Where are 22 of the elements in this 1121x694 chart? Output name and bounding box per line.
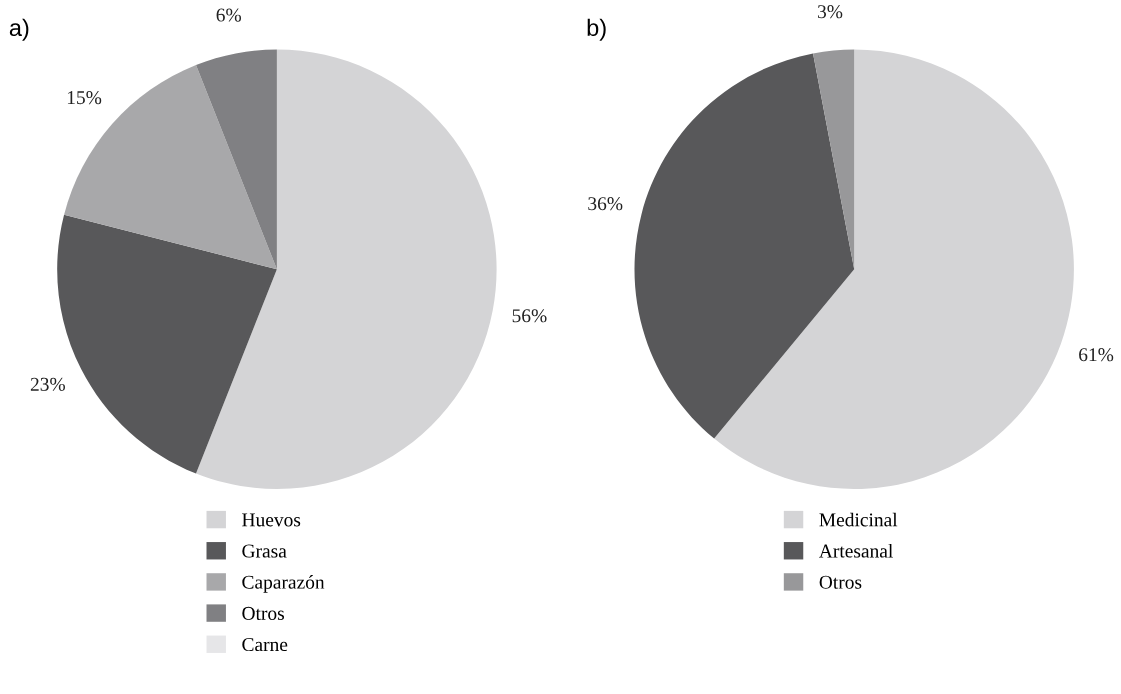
- text: b): [587, 18, 606, 41]
- data-label: 61%: [1079, 348, 1114, 362]
- legend-label: Otros: [242, 606, 285, 620]
- data-label: 15%: [67, 91, 102, 105]
- legend-label: Otros: [819, 575, 862, 589]
- legend-label: Artesanal: [819, 543, 893, 558]
- legend-label: Medicinal: [819, 512, 898, 527]
- chart-title: a): [9, 18, 29, 41]
- data-label: 6%: [216, 8, 242, 22]
- data-label: 56%: [512, 309, 547, 323]
- data-label: 36%: [588, 197, 623, 211]
- pie-slice: [64, 64, 277, 270]
- legend-label: Caparazón: [242, 575, 325, 593]
- legend-label: Carne: [242, 638, 288, 652]
- pie-slice: [196, 49, 497, 489]
- legend-label: Grasa: [242, 544, 287, 558]
- data-label: 3%: [817, 5, 843, 19]
- legend-label: Huevos: [242, 513, 301, 527]
- pie-slice: [196, 49, 277, 270]
- pie-slice: [634, 53, 855, 439]
- data-label: 23%: [30, 377, 65, 391]
- pie-slice: [714, 49, 1074, 489]
